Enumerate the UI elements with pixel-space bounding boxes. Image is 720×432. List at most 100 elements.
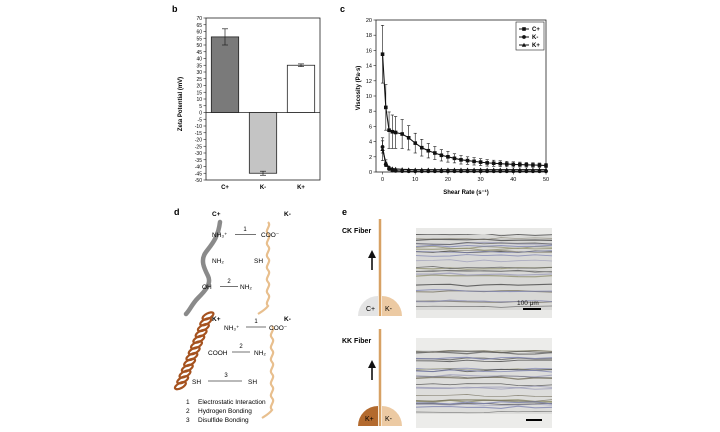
ck-fiber-title: CK Fiber: [342, 228, 371, 235]
legend-2-text: Hydrogen Bonding: [198, 408, 252, 415]
scale-bar-kk: [526, 419, 542, 421]
c-marker-triangle: [504, 167, 509, 172]
top-sh-label: SH: [254, 258, 263, 265]
b-y-tick-label: 15: [196, 90, 202, 96]
c-marker-triangle: [439, 167, 444, 172]
b-y-tick-label: -20: [195, 138, 202, 144]
b-y-tick-label: -10: [195, 124, 202, 130]
fiber-texture-line: [416, 350, 552, 354]
c-y-tick-label: 14: [366, 64, 372, 70]
c-marker-square: [452, 156, 457, 161]
c-marker-square: [380, 52, 385, 56]
ck-c-plus-drop: [358, 296, 378, 316]
c-marker-triangle: [484, 167, 490, 172]
c-x-tick-label: 20: [445, 177, 451, 183]
fiber-texture-line: [416, 300, 552, 303]
b-bar: [286, 64, 316, 113]
c-marker-square: [439, 153, 444, 158]
c-marker-triangle: [498, 167, 503, 172]
c-marker-square: [433, 151, 437, 155]
b-y-tick-label: 5: [199, 104, 202, 110]
c-legend-label: C+: [532, 27, 540, 33]
c-marker-triangle: [432, 167, 438, 172]
c-marker-triangle: [524, 167, 529, 172]
c-marker-square: [472, 159, 476, 164]
c-marker-triangle: [465, 167, 470, 172]
c-y-tick-label: 0: [369, 170, 372, 176]
legend-1-text: Electrostatic Interaction: [198, 399, 266, 406]
c-marker-triangle: [399, 167, 405, 172]
fiber-texture-line: [416, 259, 552, 263]
c-marker-triangle: [471, 167, 477, 172]
keratin-neg-strand-bottom: [261, 325, 275, 419]
c-marker-square: [426, 148, 431, 153]
c-series-line-C+: [381, 54, 547, 167]
fiber-texture-line: [416, 305, 552, 308]
c-marker-triangle: [511, 167, 516, 172]
b-y-tick-label: 20: [196, 84, 202, 90]
c-marker-triangle: [386, 165, 392, 170]
c-marker-square: [504, 162, 509, 166]
fiber-texture-line: [416, 244, 552, 248]
c-marker-triangle: [537, 167, 542, 172]
top-bond-2-left: OH: [202, 284, 212, 291]
top-c-plus-label: C+: [212, 211, 221, 218]
c-marker-triangle: [426, 167, 431, 172]
b-y-tick-label: 45: [196, 50, 202, 56]
legend-1-number: 1: [186, 399, 190, 406]
c-series-line-K-: [381, 146, 546, 172]
bottom-bond-3-left: SH: [192, 379, 201, 386]
b-bar: [210, 36, 240, 113]
ck-c-plus-label: C+: [366, 306, 375, 313]
b-y-tick-label: 40: [196, 57, 202, 63]
c-marker-triangle: [419, 167, 424, 172]
b-y-tick-label: 30: [196, 70, 202, 76]
top-bond-2-right: NH₂: [240, 284, 252, 291]
c-marker-triangle: [491, 167, 496, 172]
b-y-tick-label: 65: [196, 23, 202, 29]
c-marker-square: [413, 141, 418, 145]
c-marker-square: [406, 136, 411, 140]
bottom-bond-3-right: SH: [248, 379, 257, 386]
c-y-tick-label: 4: [369, 140, 372, 146]
top-bond-1-right: COO⁻: [261, 232, 280, 239]
b-x-tick-label: C+: [221, 185, 229, 191]
c-marker-triangle: [452, 167, 457, 172]
c-marker-triangle: [383, 160, 389, 165]
kk-fiber-texture: [416, 338, 552, 428]
b-y-tick-label: 60: [196, 30, 202, 36]
fiber-texture-line: [416, 401, 552, 405]
top-nh2-label: NH₂: [212, 258, 224, 265]
legend-2-number: 2: [186, 408, 190, 415]
chitosan-strand: [183, 219, 223, 317]
bottom-bond-3-number: 3: [224, 373, 228, 379]
c-marker-square: [537, 163, 542, 167]
fiber-texture-line: [416, 289, 552, 293]
top-k-minus-label: K-: [284, 211, 291, 218]
b-y-tick-label: 55: [196, 36, 202, 42]
c-marker-circle: [522, 35, 526, 39]
ck-up-arrow-icon: [368, 250, 376, 258]
c-x-tick-label: 10: [412, 177, 418, 183]
fiber-texture-line: [416, 369, 552, 373]
fiber-texture-line: [416, 359, 552, 363]
c-marker-square: [485, 161, 489, 165]
c-marker-triangle: [445, 167, 451, 172]
fiber-texture-line: [416, 270, 552, 273]
bottom-bond-1-number: 1: [254, 319, 258, 325]
c-x-axis-label: Shear Rate (s⁻¹): [443, 189, 489, 196]
zeta-potential-chart: b -50-45-40-35-30-25-20-15-10-5051015202…: [172, 4, 321, 191]
bottom-bond-2-right: NH₂: [254, 350, 266, 357]
fiber-texture-line: [416, 265, 552, 270]
kk-up-arrow-icon: [368, 360, 376, 368]
viscosity-chart: c 0 2 4 6 8 10 12 14 16 18 20 0 10 20 30 40 50 C+ K- K+ Vi…: [340, 4, 549, 196]
keratin-pos-helix: [173, 311, 215, 391]
b-y-tick-label: 50: [196, 43, 202, 49]
fiber-schematic: e CK Fiber C+ K- KK Fiber K+ K-: [342, 207, 402, 426]
c-marker-square: [390, 129, 395, 134]
b-y-tick-label: 10: [196, 97, 202, 103]
c-marker-square: [491, 161, 496, 166]
c-marker-square: [531, 163, 535, 167]
fiber-texture-line: [416, 376, 552, 380]
c-marker-triangle: [458, 167, 464, 172]
